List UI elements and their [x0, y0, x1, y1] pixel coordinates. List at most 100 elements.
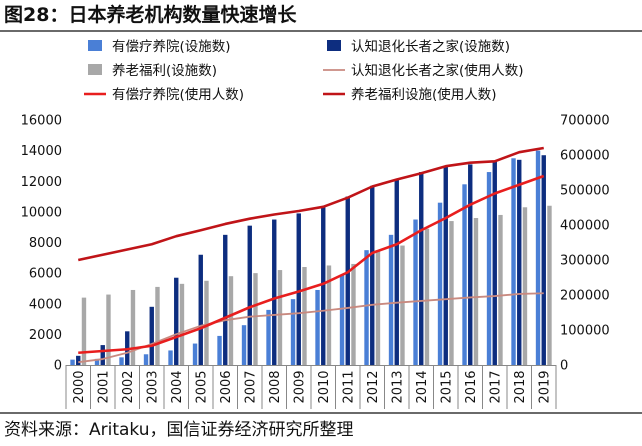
bar [130, 289, 136, 365]
bar [143, 354, 149, 365]
legend-label: 认知退化长者之家(使用人数) [351, 62, 524, 79]
x-tick-label: 2012 [366, 370, 381, 403]
bar [339, 274, 345, 365]
bar [388, 234, 394, 365]
y-axis-left: 0 2000 4000 6000 8000 10000 12000 14000 16000 [21, 114, 62, 374]
y-right-tick-label: 200000 [560, 289, 610, 304]
bar [424, 228, 430, 365]
series-line [77, 146, 544, 262]
x-axis: 2000 2001 2002 2003 2004 2005 2006 2007 2008 2009… [65, 365, 557, 409]
x-tick-label: 2014 [415, 370, 430, 403]
bar [413, 219, 418, 365]
bar [462, 184, 467, 365]
x-tick-label: 2000 [72, 370, 87, 403]
bar [321, 207, 326, 365]
bar [149, 306, 154, 365]
bar [253, 273, 258, 366]
bar [547, 205, 552, 365]
legend: 有偿疗养院(设施数) 认知退化长者之家(设施数) 养老福利(设施数) 认知退化长者之家… [84, 38, 524, 103]
bar [364, 250, 369, 365]
y-left-tick-label: 12000 [21, 175, 62, 190]
y-left-tick-label: 4000 [29, 297, 62, 312]
y-right-tick-label: 700000 [560, 114, 610, 129]
x-tick-label: 2010 [317, 370, 332, 403]
bar [498, 214, 503, 365]
x-tick-label: 2015 [439, 370, 454, 403]
bar [174, 277, 179, 365]
bar [198, 254, 203, 365]
y-right-tick-label: 500000 [560, 184, 610, 199]
bar [223, 234, 228, 365]
bar [492, 161, 497, 365]
bar-group [70, 150, 552, 366]
x-tick-label: 2003 [145, 370, 160, 403]
bar [370, 185, 375, 365]
legend-swatch [327, 40, 341, 51]
bar [168, 350, 173, 365]
title-divider [0, 30, 642, 32]
bar [277, 270, 283, 365]
bar [326, 265, 332, 365]
x-tick-label: 2009 [292, 370, 307, 403]
bar [535, 150, 541, 366]
y-right-tick-label: 100000 [560, 324, 610, 339]
bar [241, 325, 247, 365]
bar [296, 213, 301, 365]
x-tick-label: 2008 [268, 370, 283, 403]
bar [522, 207, 528, 365]
series-line [78, 174, 545, 355]
bar [473, 218, 479, 365]
bar [100, 345, 105, 365]
bar [449, 221, 454, 365]
y-left-tick-label: 0 [54, 359, 62, 374]
legend-label: 养老福利(设施数) [112, 63, 217, 79]
legend-swatch [88, 64, 102, 75]
bar [179, 283, 185, 365]
legend-label: 养老福利设施(使用人数) [351, 86, 497, 103]
bar [94, 358, 100, 366]
bar [437, 202, 443, 365]
bar [375, 250, 381, 365]
bar [394, 179, 399, 365]
line-group [77, 146, 545, 364]
legend-label: 有偿疗养院(使用人数) [112, 86, 244, 103]
y-left-tick-label: 16000 [21, 114, 62, 129]
y-right-tick-label: 0 [560, 359, 568, 374]
y-left-tick-label: 10000 [21, 205, 62, 220]
bar [468, 164, 473, 365]
figure-title: 图28：日本养老机构数量快速增长 [4, 4, 297, 26]
bar [119, 357, 124, 365]
source-note: 资料来源：Aritaku，国信证券经济研究所整理 [4, 420, 354, 440]
y-left-tick-label: 2000 [29, 328, 62, 343]
bar [541, 155, 546, 365]
y-left-tick-label: 14000 [21, 144, 62, 159]
y-right-tick-label: 600000 [560, 149, 610, 164]
legend-swatch [88, 40, 102, 51]
bar [217, 335, 222, 365]
bar [517, 159, 522, 365]
x-tick-label: 2017 [488, 370, 503, 403]
bar [70, 359, 75, 365]
y-left-tick-label: 8000 [29, 236, 62, 251]
bar [247, 225, 252, 365]
bar [266, 309, 271, 366]
y-right-tick-label: 400000 [560, 219, 610, 234]
source-divider [0, 412, 642, 414]
bar [351, 263, 356, 365]
bar [345, 196, 350, 365]
x-tick-label: 2019 [537, 370, 552, 403]
bar [204, 280, 209, 365]
x-tick-label: 2006 [219, 370, 234, 403]
bar [486, 172, 492, 365]
bar [419, 172, 424, 365]
legend-label: 有偿疗养院(设施数) [112, 39, 231, 55]
bar [81, 297, 87, 366]
bar [228, 276, 234, 365]
chart: 有偿疗养院(设施数) 认知退化长者之家(设施数) 养老福利(设施数) 认知退化长者之家… [21, 38, 610, 409]
x-tick-label: 2001 [96, 370, 111, 403]
series-line [78, 292, 544, 364]
bar [511, 158, 516, 365]
x-tick-label: 2007 [243, 370, 258, 403]
x-tick-label: 2002 [121, 370, 136, 403]
x-tick-label: 2016 [464, 370, 479, 403]
